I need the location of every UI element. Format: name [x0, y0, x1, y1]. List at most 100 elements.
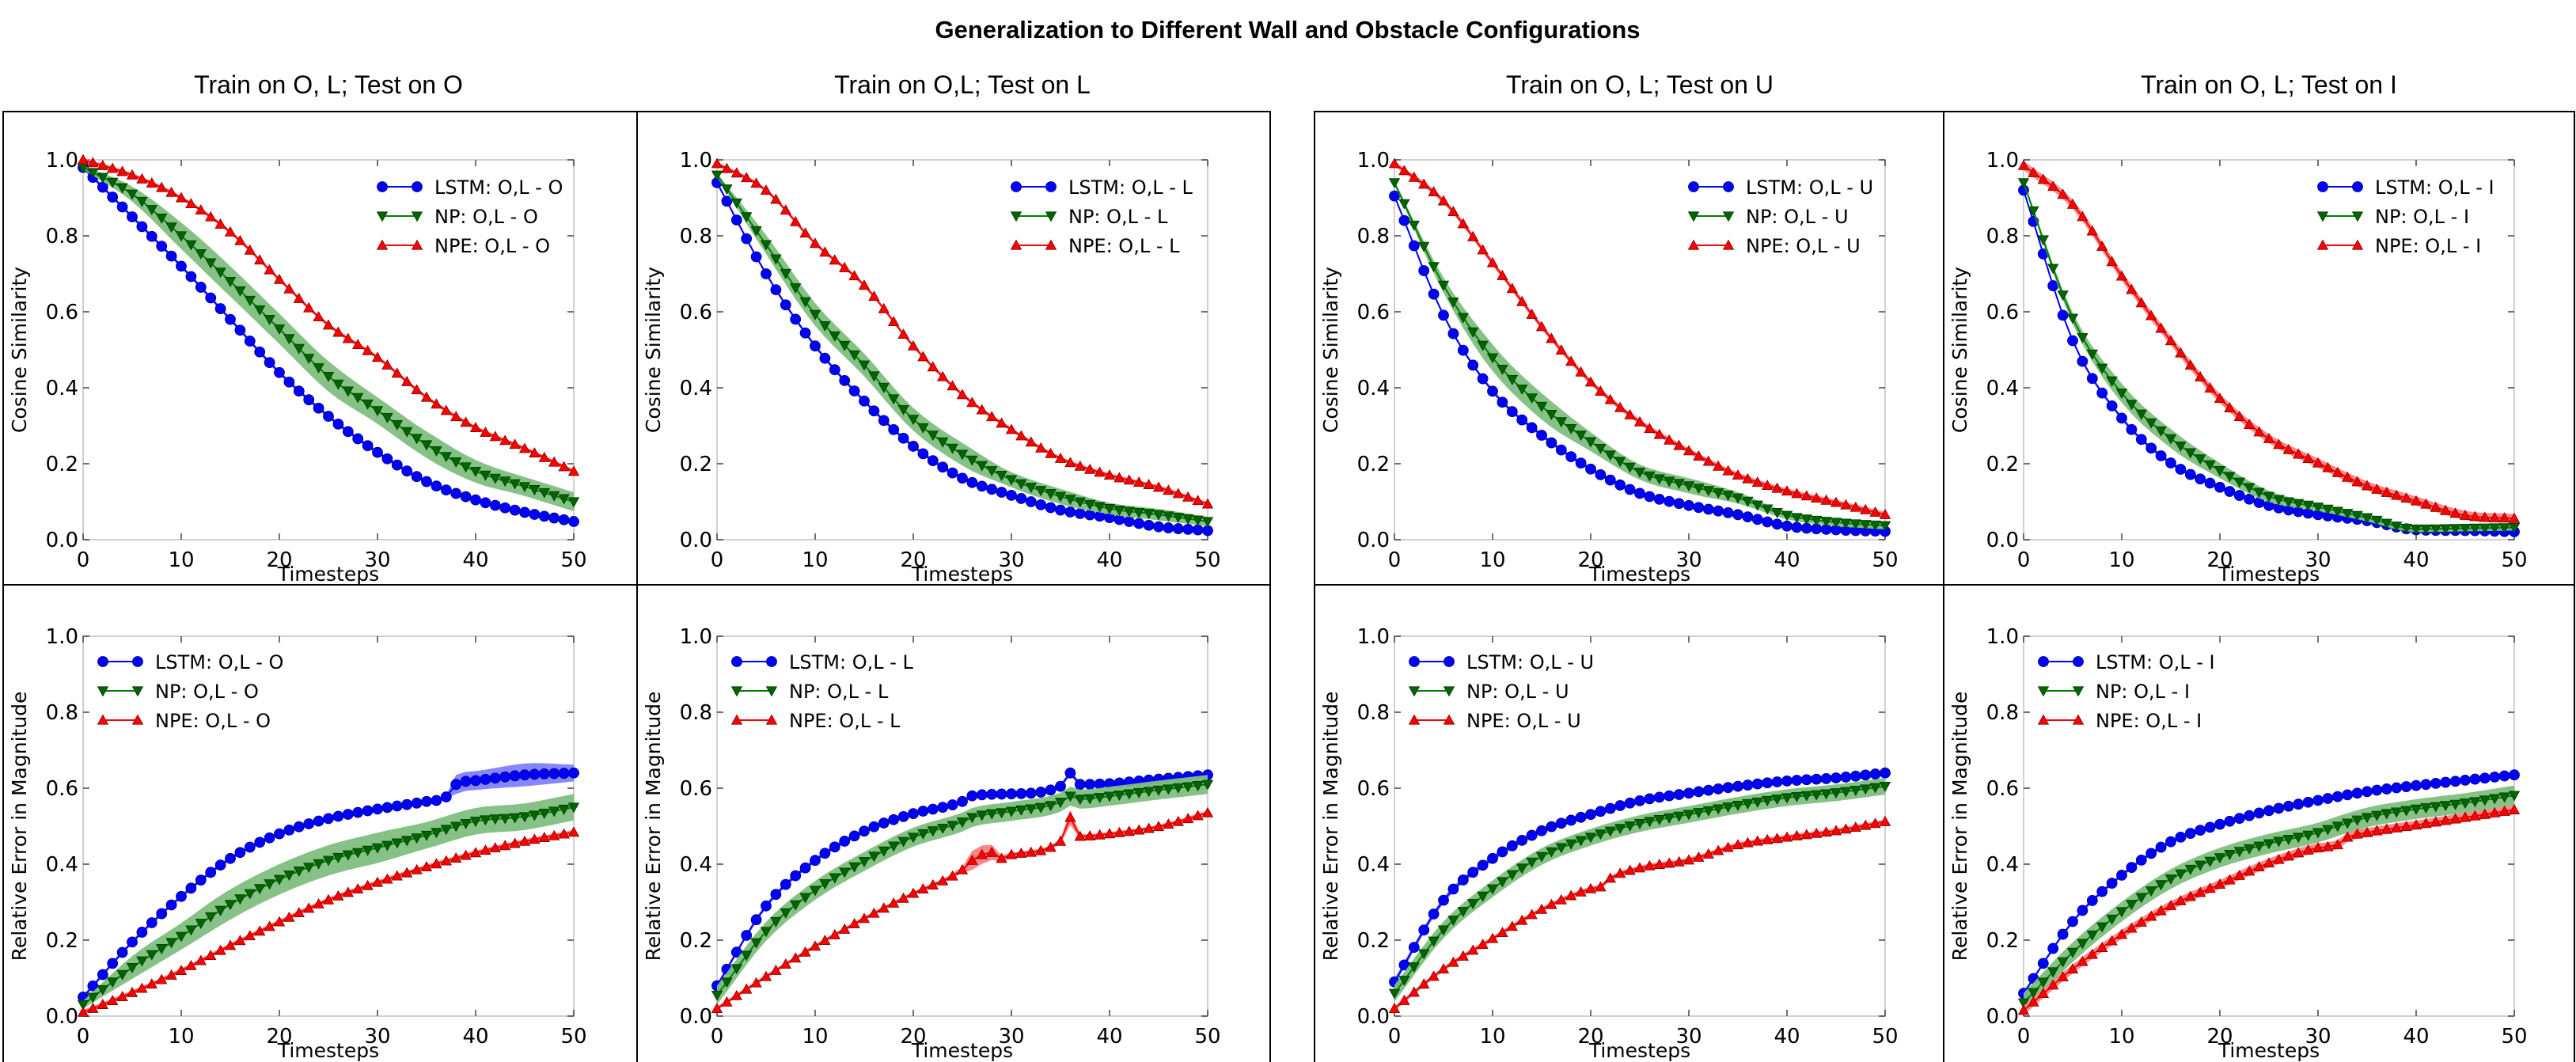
legend-marker	[131, 714, 144, 725]
legend-marker	[131, 686, 144, 697]
data-point-marker	[558, 828, 570, 839]
data-point-marker	[2469, 797, 2481, 808]
data-point-marker	[2381, 518, 2392, 529]
data-point-marker	[205, 292, 217, 304]
data-point-marker	[116, 946, 128, 958]
data-point-marker	[1015, 430, 1027, 441]
data-point-marker	[1035, 844, 1047, 855]
data-point-marker	[1418, 924, 1430, 936]
data-point-marker	[2302, 500, 2314, 511]
data-point-marker	[175, 965, 188, 975]
data-point-marker	[1388, 178, 1401, 189]
data-point-marker	[848, 918, 860, 928]
data-point-marker	[730, 964, 742, 975]
y-tick-label: 1.0	[46, 149, 78, 173]
data-point-marker	[411, 471, 423, 483]
data-point-marker	[937, 461, 949, 473]
data-point-marker	[1526, 857, 1538, 868]
data-point-marker	[2184, 359, 2196, 370]
legend-marker	[2037, 686, 2050, 697]
data-point-marker	[332, 889, 344, 901]
data-point-marker	[2224, 402, 2236, 412]
data-point-marker	[1860, 769, 1872, 781]
data-point-marker	[2145, 910, 2157, 921]
y-axis-label: Cosine Similarity	[8, 267, 31, 433]
data-point-marker	[313, 363, 324, 374]
data-point-marker	[2498, 523, 2510, 534]
x-tick-label: 20	[900, 1025, 926, 1049]
series-np	[1388, 178, 1891, 532]
data-point-marker	[1536, 825, 1547, 836]
data-point-marker	[2164, 335, 2177, 346]
data-point-marker	[116, 201, 128, 213]
legend-entry: NP: O,L - U	[1687, 206, 1849, 228]
data-point-marker	[1693, 786, 1705, 798]
y-tick-label: 0.2	[1986, 453, 2019, 476]
legend-marker	[2037, 714, 2050, 725]
data-point-marker	[1840, 499, 1852, 510]
data-point-marker	[2135, 916, 2147, 927]
data-point-marker	[2214, 878, 2226, 889]
x-tick-label: 0	[77, 1025, 90, 1049]
legend-marker	[731, 656, 742, 667]
data-point-marker	[1732, 801, 1744, 811]
data-point-marker	[799, 297, 811, 308]
data-point-marker	[1781, 831, 1793, 842]
subplot-error-2: 0 10 20 30 40 50 0.0 0.2 0.4 0.6 0.8 1.0 Timesteps Re…	[642, 625, 1221, 1062]
data-point-marker	[2135, 434, 2147, 446]
data-point-marker	[77, 1000, 89, 1011]
legend-entry: NP: O,L - O	[97, 681, 259, 703]
data-point-marker	[489, 772, 501, 784]
data-point-marker	[509, 504, 521, 516]
data-point-marker	[927, 361, 939, 372]
data-point-marker	[1546, 410, 1557, 420]
data-point-marker	[1713, 783, 1724, 795]
data-point-marker	[868, 371, 880, 382]
subplot-error-3: 0 10 20 30 40 50 0.0 0.2 0.4 0.6 0.8 1.0 Timesteps Re…	[1319, 625, 1899, 1062]
data-point-marker	[2077, 355, 2088, 367]
data-point-marker	[2400, 806, 2412, 817]
data-point-marker	[1860, 503, 1872, 514]
data-point-marker	[460, 491, 472, 503]
data-point-marker	[1742, 779, 1754, 791]
data-point-marker	[1869, 506, 1881, 517]
data-point-marker	[205, 912, 217, 923]
data-point-marker	[332, 379, 344, 390]
legend-marker	[1045, 239, 1057, 250]
data-point-marker	[956, 863, 969, 874]
data-point-marker	[469, 847, 482, 858]
data-point-marker	[381, 802, 393, 814]
data-point-marker	[313, 897, 324, 908]
legend-marker	[1443, 686, 1455, 697]
data-point-marker	[293, 292, 305, 303]
data-point-marker	[937, 874, 949, 886]
data-point-marker	[2440, 524, 2452, 535]
data-point-marker	[2391, 489, 2403, 500]
data-point-marker	[362, 805, 374, 817]
data-point-marker	[2312, 503, 2324, 514]
data-point-marker	[1064, 811, 1076, 822]
data-point-marker	[2164, 874, 2177, 886]
data-point-marker	[273, 324, 286, 335]
legend-marker	[1011, 181, 1022, 192]
data-point-marker	[1182, 782, 1194, 793]
subplots: Train on O, L; Test on O 0 10 20 30 40 50 0.0 0.…	[8, 70, 2528, 1062]
data-point-marker	[1555, 893, 1567, 905]
legend-marker	[376, 211, 389, 222]
data-point-marker	[1192, 495, 1204, 506]
data-point-marker	[1840, 518, 1852, 529]
axes-frame	[1394, 635, 1886, 1017]
data-point-marker	[1025, 483, 1037, 494]
y-tick-label: 1.0	[680, 149, 712, 173]
figure-title: Generalization to Different Wall and Obs…	[935, 16, 1640, 44]
data-point-marker	[1830, 788, 1842, 799]
x-tick-label: 0	[2017, 548, 2031, 572]
data-point-marker	[976, 789, 988, 801]
legend-label: LSTM: O,L - O	[434, 176, 563, 199]
data-point-marker	[966, 455, 978, 466]
data-point-marker	[1035, 486, 1047, 497]
data-point-marker	[303, 394, 315, 406]
data-point-marker	[1123, 474, 1135, 485]
data-point-marker	[1477, 373, 1489, 385]
x-tick-label: 30	[2305, 1025, 2331, 1049]
